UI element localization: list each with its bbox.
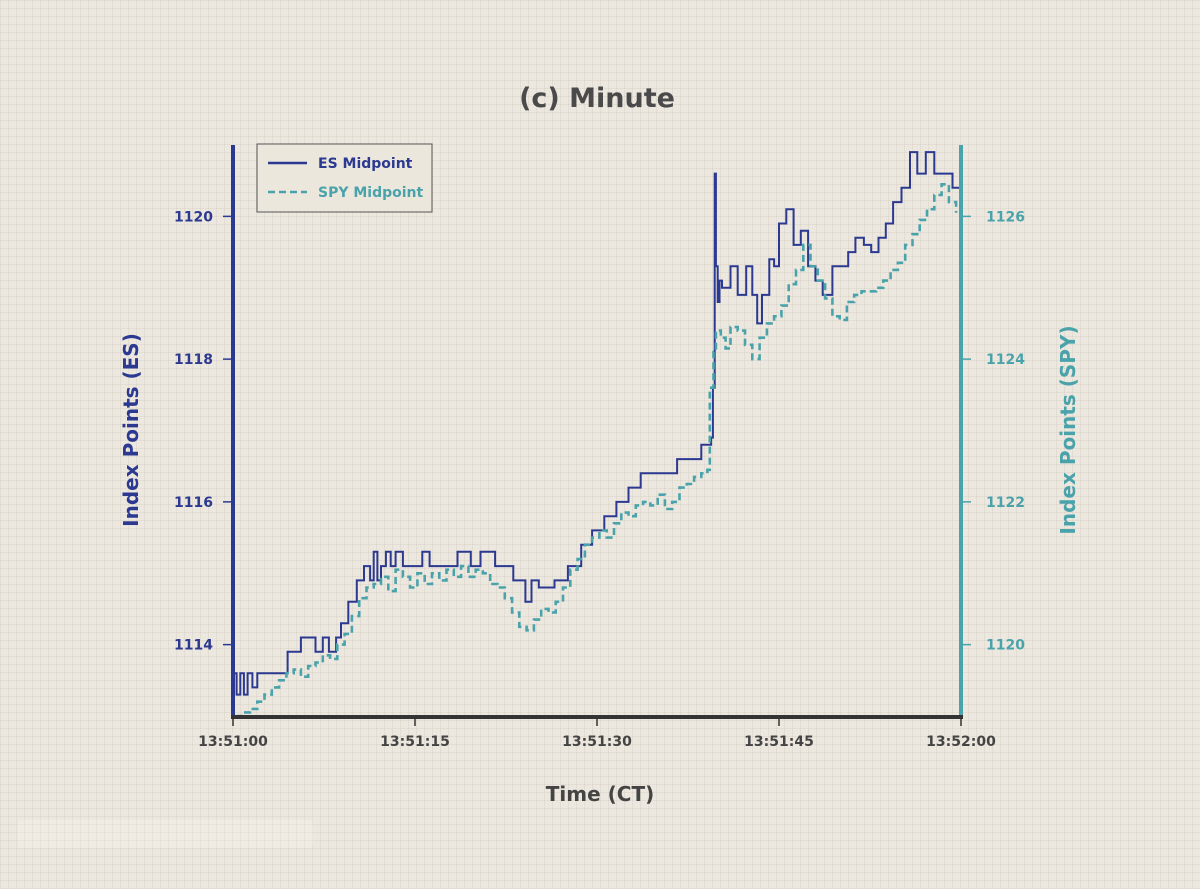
y-axis-right-title: Index Points (SPY): [1056, 325, 1080, 534]
y-right-tick-label: 1126: [986, 209, 1025, 225]
series-line-spy: [236, 183, 958, 718]
chart-title: (c) Minute: [519, 83, 675, 114]
y-axis-left-title: Index Points (ES): [119, 333, 143, 527]
plot-area: [233, 151, 961, 718]
x-tick-label: 13:51:15: [380, 734, 450, 750]
y-right-tick-label: 1120: [986, 638, 1025, 654]
legend: ES Midpoint SPY Midpoint: [256, 143, 433, 213]
legend-label-spy: SPY Midpoint: [318, 185, 424, 201]
axes: 1114 1116 1118 1120 1120 1122 1124 1126 13:51:00…: [174, 145, 1025, 750]
x-tick-label: 13:52:00: [926, 734, 996, 750]
legend-label-es: ES Midpoint: [318, 156, 413, 172]
legend-box: [256, 143, 433, 213]
y-left-tick-label: 1114: [174, 638, 213, 654]
y-right-tick-label: 1122: [986, 495, 1025, 511]
y-left-tick-label: 1118: [174, 352, 213, 368]
background-smudge: [18, 820, 313, 848]
x-tick-label: 13:51:30: [562, 734, 632, 750]
y-right-tick-label: 1124: [986, 352, 1025, 368]
y-left-tick-label: 1116: [174, 495, 213, 511]
series-line-es: [233, 151, 961, 696]
y-left-tick-label: 1120: [174, 209, 213, 225]
x-tick-label: 13:51:00: [198, 734, 268, 750]
x-tick-label: 13:51:45: [744, 734, 814, 750]
x-axis-title: Time (CT): [546, 782, 654, 806]
